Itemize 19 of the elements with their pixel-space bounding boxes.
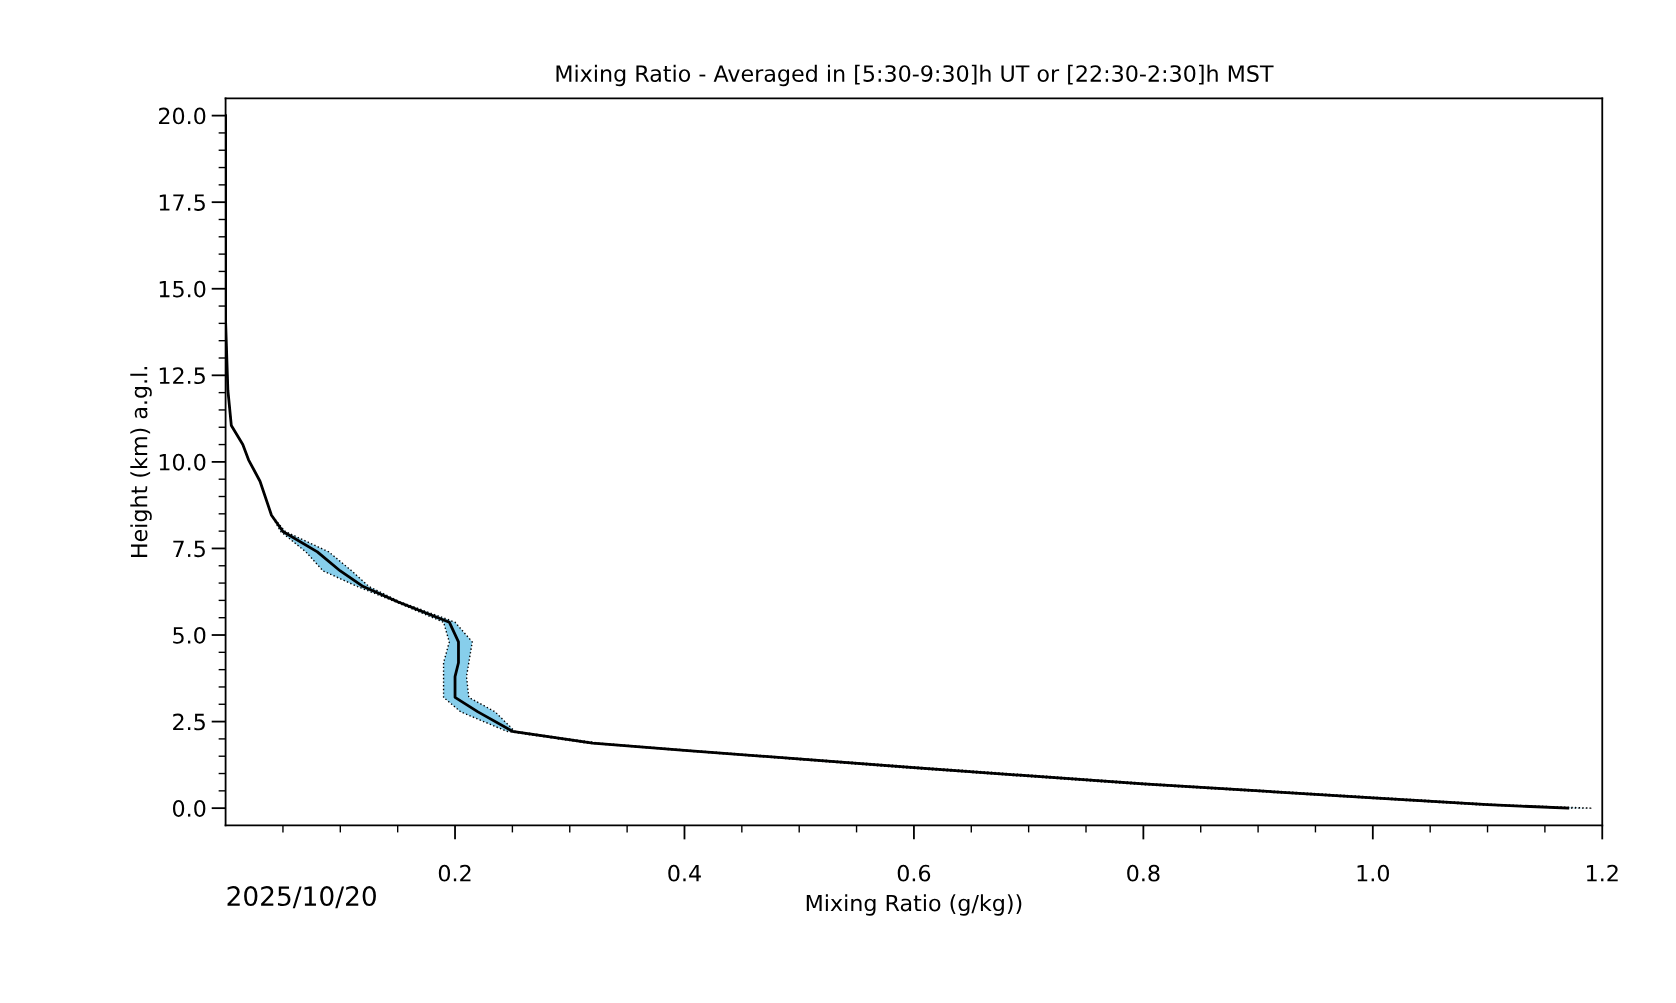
y-axis-title: Height (km) a.g.l. bbox=[130, 367, 152, 557]
y-tick-label: 2.5 bbox=[173, 713, 205, 731]
y-tick-label: 17.5 bbox=[159, 194, 205, 211]
x-tick-label: 1.0 bbox=[1357, 864, 1390, 882]
y-tick-label: 0.0 bbox=[172, 800, 206, 817]
x-tick-label: 0.6 bbox=[897, 864, 931, 882]
x-tick-label: 0.4 bbox=[668, 864, 701, 882]
x-tick-label: 0.8 bbox=[1127, 864, 1160, 882]
y-tick-label: 15.0 bbox=[159, 280, 206, 298]
y-tick-label: 5.0 bbox=[173, 626, 206, 644]
chart-title: Mixing Ratio - Averaged in [5:30-9:30]h UT or [22:30-2:30]h MST bbox=[556, 64, 1274, 87]
x-axis-title: Mixing Ratio (g/kg)) bbox=[806, 894, 1022, 916]
y-tick-label: 10.0 bbox=[159, 453, 206, 471]
text: 2025/10/20 bbox=[227, 886, 376, 909]
x-tick-label: 0.2 bbox=[438, 864, 471, 882]
x-tick-label: 1.2 bbox=[1587, 864, 1618, 882]
y-tick-label: 20.0 bbox=[158, 107, 206, 125]
y-tick-label: 12.5 bbox=[159, 367, 205, 385]
y-tick-label: 7.5 bbox=[173, 540, 205, 558]
